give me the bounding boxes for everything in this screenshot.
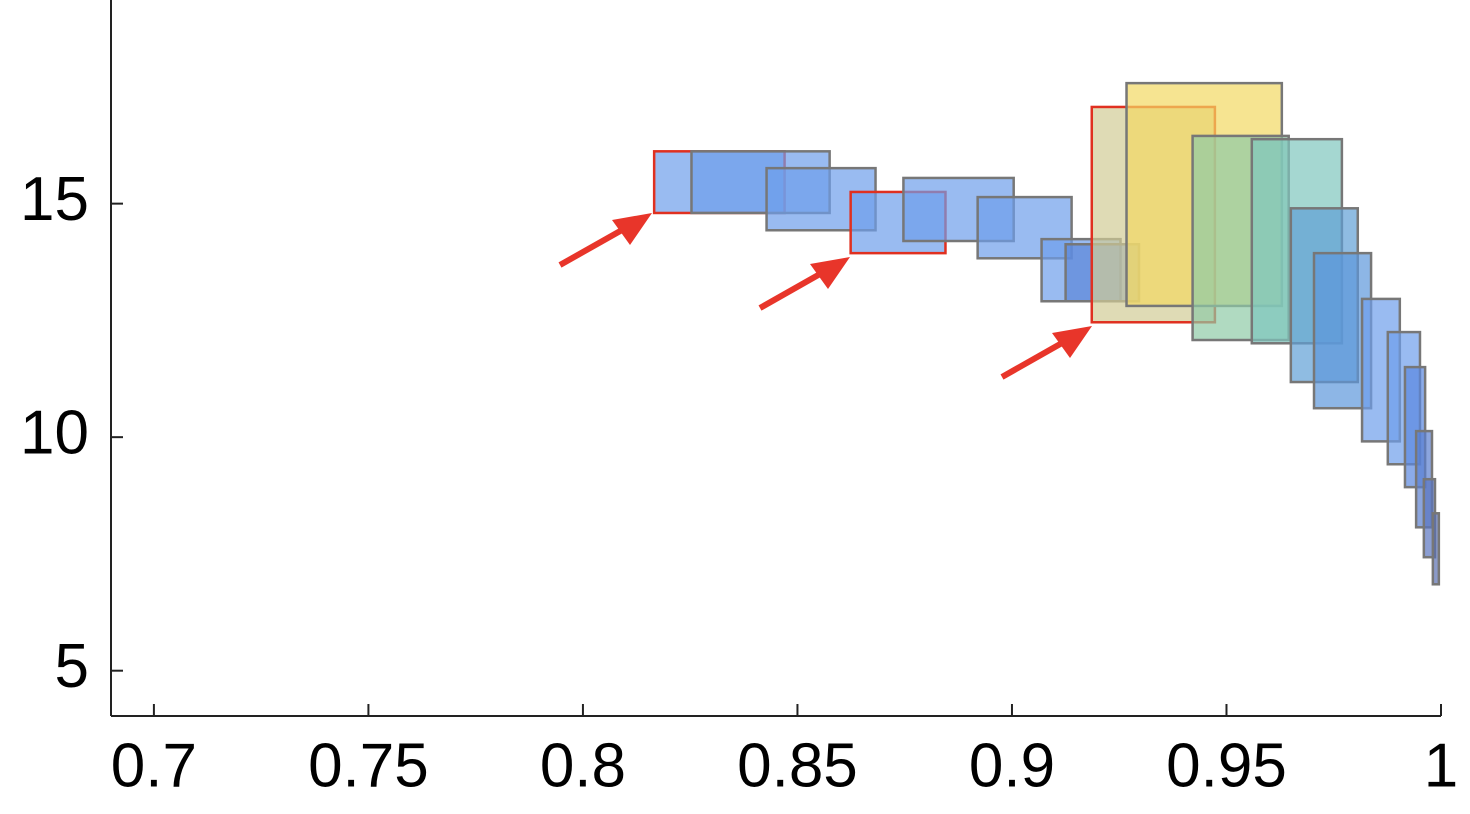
x-tick-label: 0.95 [1166,731,1287,800]
x-tick-label: 0.9 [969,731,1055,800]
y-tick-label: 10 [20,399,89,468]
x-tick-label: 0.8 [540,731,626,800]
arrow [758,271,822,311]
arrow-head [612,213,652,245]
x-tick-label: 0.75 [308,731,429,800]
arrow-head [1052,326,1092,358]
y-tick-label: 15 [20,165,89,234]
annotation-arrows [558,213,1092,380]
x-tick-label: 0.85 [737,731,858,800]
x-tick-label: 1 [1424,731,1458,800]
arrow-head [810,257,850,289]
plot-area: 5 10 15 0.7 0.75 0.8 0.85 0.9 0.95 1 [20,0,1458,800]
arrow [1000,340,1064,380]
y-tick-label: 5 [55,632,89,701]
x-tick-label: 0.7 [111,731,197,800]
box [1431,512,1441,586]
arrow [558,227,624,268]
